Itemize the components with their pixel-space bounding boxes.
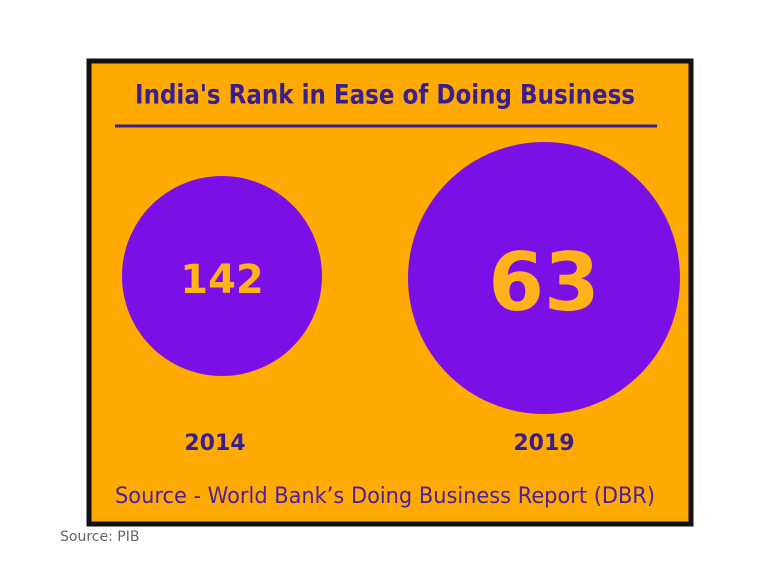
rank-value: 142	[180, 257, 264, 303]
circle	[408, 142, 680, 414]
rank-value: 63	[488, 236, 599, 329]
title: India's Rank in Ease of Doing Business	[135, 80, 635, 111]
caption: Source: PIB	[60, 529, 139, 545]
footnote: Source - World Bank’s Doing Business Rep…	[115, 484, 655, 509]
year-label: 2014	[184, 431, 245, 456]
circle	[122, 176, 322, 376]
year-label: 2019	[513, 431, 574, 456]
